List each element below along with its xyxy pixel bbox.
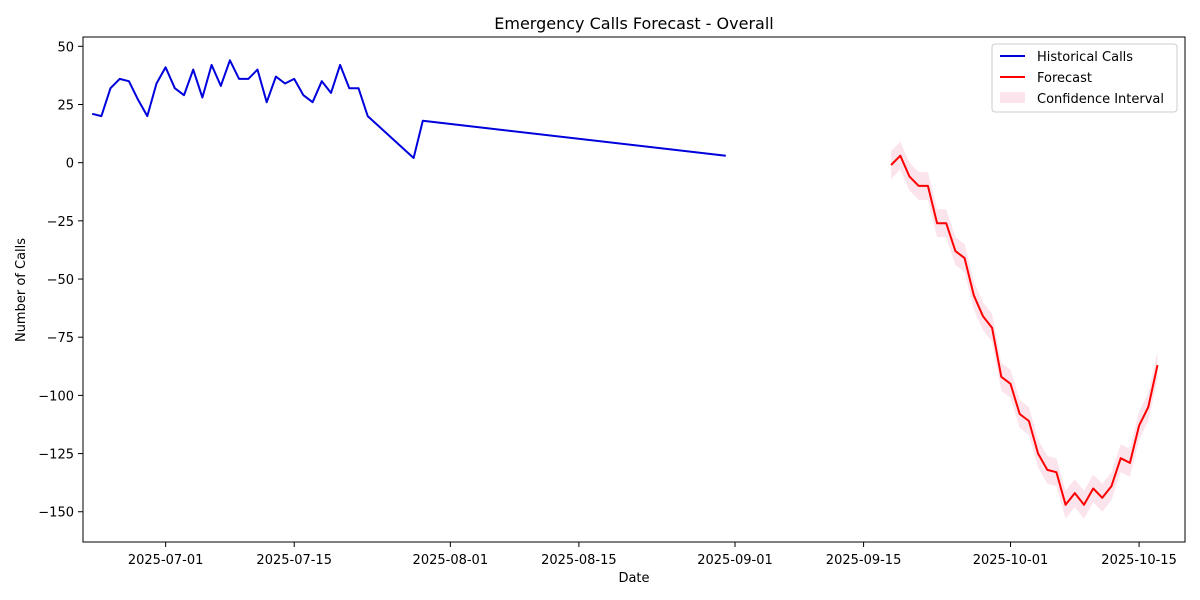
series-line-layer [91,59,1159,506]
forecast-line [890,154,1159,506]
x-axis-label: Date [618,571,649,586]
y-tick-label: 50 [57,40,74,55]
legend-label-confidence: Confidence Interval [1037,92,1164,107]
y-tick-label: −125 [38,448,74,463]
legend-swatch-confidence [1000,92,1025,103]
legend-frame [991,43,1178,113]
plot-frame [82,36,1186,543]
legend-label-forecast: Forecast [1037,71,1092,86]
y-tick-label: 25 [57,98,74,113]
x-tick-label: 2025-10-15 [1101,553,1177,568]
x-axis: 2025-07-01 2025-07-15 2025-08-01 2025-08-15… [128,542,1177,568]
y-tick-label: −75 [47,331,74,346]
x-tick-label: 2025-10-01 [973,553,1049,568]
plot-area [82,36,1186,543]
y-tick-label: −25 [47,215,74,230]
legend-label-historical: Historical Calls [1037,50,1133,65]
y-tick-label: −150 [38,506,74,521]
y-axis: 50 25 0 −25 −50 −75 −100 −125 −150 [38,40,83,521]
x-tick-label: 2025-09-01 [697,553,773,568]
historical-calls-line [91,59,726,159]
y-axis-label: Number of Calls [14,238,29,342]
x-tick-label: 2025-07-15 [256,553,332,568]
x-tick-label: 2025-08-15 [541,553,617,568]
x-tick-label: 2025-09-15 [826,553,902,568]
x-tick-label: 2025-08-01 [413,553,489,568]
confidence-interval-band [891,141,1158,519]
x-tick-label: 2025-07-01 [128,553,204,568]
legend: Historical Calls Forecast Confidence Int… [991,43,1178,113]
confidence-band-layer [891,141,1158,519]
y-tick-label: 0 [66,157,74,172]
chart-title: Emergency Calls Forecast - Overall [494,14,773,33]
y-tick-label: −100 [38,389,74,404]
y-tick-label: −50 [47,273,74,288]
